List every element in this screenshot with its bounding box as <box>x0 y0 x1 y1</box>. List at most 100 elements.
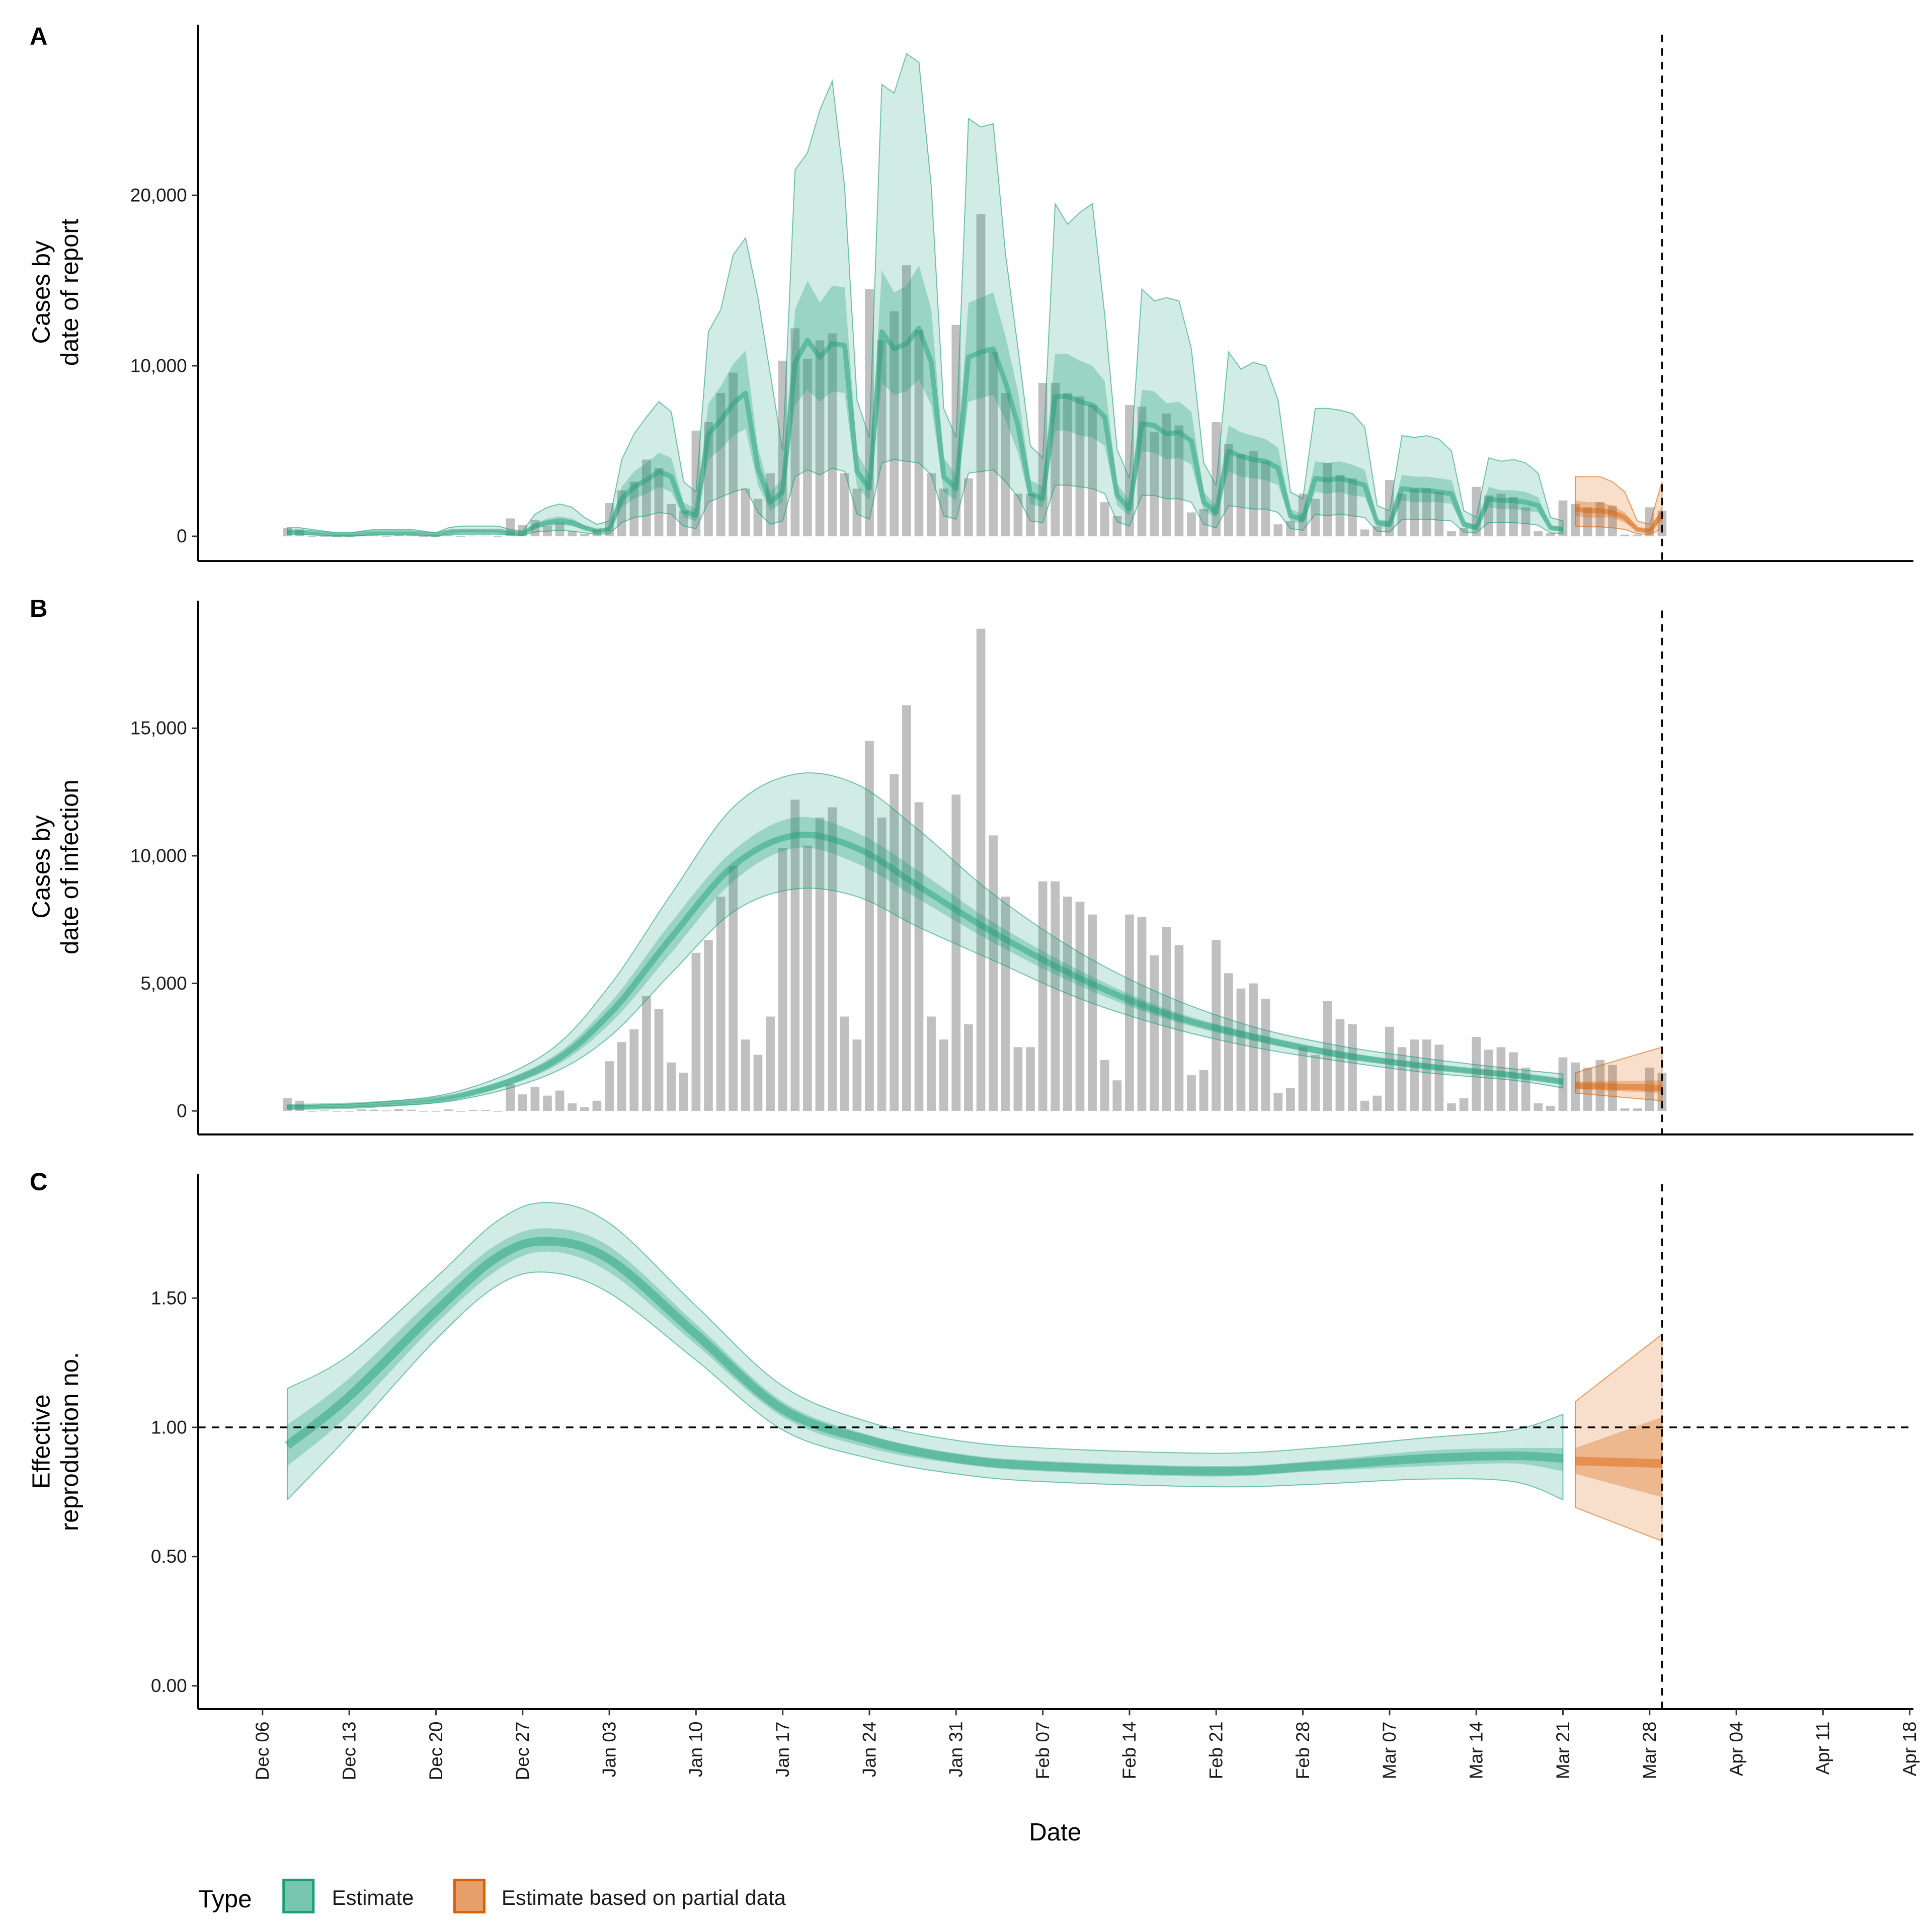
observed-cases-bar <box>865 741 874 1111</box>
observed-cases-bar <box>877 817 887 1111</box>
partial-estimate-median-line <box>1575 1457 1662 1468</box>
observed-cases-bar <box>741 489 750 536</box>
observed-cases-bar <box>1484 1050 1493 1111</box>
observed-cases-bar <box>1051 881 1060 1111</box>
estimate-median-line <box>284 1237 1563 1476</box>
observed-cases-bar <box>865 289 874 536</box>
observed-cases-bar <box>1323 463 1332 536</box>
observed-cases-bar <box>1026 494 1035 536</box>
y-tick-label: 1.50 <box>151 1287 187 1308</box>
observed-cases-bar <box>1447 531 1456 536</box>
observed-cases-bar <box>729 866 738 1111</box>
observed-cases-bar <box>1583 507 1592 536</box>
observed-cases-bar <box>1410 489 1419 536</box>
observed-cases-bar <box>1360 1100 1370 1111</box>
observed-cases-bar <box>345 536 354 537</box>
observed-cases-bar <box>1397 494 1407 536</box>
observed-cases-bar <box>1001 393 1010 536</box>
observed-cases-bar <box>679 511 688 536</box>
observed-cases-bar <box>1212 940 1221 1111</box>
observed-cases-bar <box>790 799 800 1111</box>
observed-cases-bar <box>394 1109 404 1111</box>
observed-cases-bar <box>555 522 565 536</box>
observed-cases-bar <box>964 1024 973 1111</box>
observed-cases-bar <box>407 1109 416 1111</box>
observed-cases-bar <box>1472 487 1481 536</box>
observed-cases-bar <box>1174 425 1184 536</box>
x-tick-label: Dec 20 <box>426 1722 446 1781</box>
partial-estimate-median-line <box>1575 506 1664 534</box>
observed-cases-bar <box>283 1098 292 1111</box>
observed-cases-bar <box>890 774 899 1111</box>
observed-cases-bar <box>481 1110 490 1111</box>
legend-key-partial <box>453 1879 486 1914</box>
x-tick-label: Jan 24 <box>859 1722 879 1778</box>
partial-estimate-median-line <box>1575 1082 1662 1091</box>
observed-cases-bar <box>518 1094 527 1111</box>
observed-cases-bar <box>1595 502 1605 536</box>
observed-cases-bar <box>1150 955 1159 1111</box>
observed-cases-bar <box>1063 897 1072 1111</box>
y-axis-title-c-line1: Effective <box>27 1394 55 1489</box>
legend-label-estimate: Estimate <box>332 1886 414 1909</box>
observed-cases-bar <box>989 835 998 1111</box>
x-tick-label: Feb 28 <box>1293 1722 1313 1780</box>
observed-cases-bar <box>493 536 503 537</box>
observed-cases-bar <box>506 1084 515 1111</box>
y-axis-title-b: Cases by date of infection <box>27 779 84 954</box>
x-tick-label: Apr 11 <box>1813 1722 1833 1775</box>
observed-cases-bar <box>357 535 366 536</box>
observed-cases-bar <box>530 1086 540 1111</box>
observed-cases-bar <box>828 333 837 536</box>
x-tick-label: Dec 27 <box>512 1722 533 1781</box>
observed-cases-bar <box>394 535 404 536</box>
x-tick-label: Feb 21 <box>1206 1722 1227 1780</box>
panel-c <box>198 1184 1914 1709</box>
observed-cases-bar <box>1199 509 1209 536</box>
observed-cases-bar <box>580 1107 589 1111</box>
observed-cases-bar <box>1335 474 1345 536</box>
observed-cases-bar <box>1162 927 1171 1111</box>
observed-cases-bar <box>1051 382 1060 536</box>
observed-cases-bar <box>1323 1001 1332 1111</box>
observed-cases-bar <box>1261 998 1270 1111</box>
observed-cases-bar <box>1385 1026 1394 1111</box>
y-tick-label: 0.00 <box>151 1675 187 1696</box>
observed-cases-bar <box>1236 454 1246 536</box>
y-axis-title-a-line1: Cases by <box>27 240 55 344</box>
observed-cases-bar <box>444 1109 453 1111</box>
observed-cases-bar <box>1100 1060 1109 1111</box>
observed-cases-bar <box>1645 507 1654 536</box>
x-tick-label: Dec 13 <box>339 1722 359 1781</box>
partial-estimate-band-90 <box>1575 1046 1663 1101</box>
observed-cases-bar <box>766 1016 775 1111</box>
observed-cases-bar <box>1348 478 1357 536</box>
x-tick-label: Feb 07 <box>1032 1722 1053 1780</box>
observed-cases-bar <box>1162 413 1171 536</box>
observed-cases-bar <box>803 359 812 536</box>
observed-cases-bar <box>1335 1019 1345 1111</box>
observed-cases-bar <box>964 478 973 536</box>
observed-cases-bar <box>605 1061 614 1111</box>
observed-cases-bar <box>927 1016 936 1111</box>
observed-cases-bar <box>1620 534 1630 536</box>
observed-cases-bar <box>1496 494 1506 536</box>
partial-estimate-band-50 <box>1575 1080 1662 1093</box>
observed-cases-bar <box>1595 1060 1605 1111</box>
observed-cases-bar <box>1199 1070 1209 1111</box>
axes: 0 10,000 20,000 0 5,000 10,000 15,000 0.00 0.50 1… <box>130 25 1920 1780</box>
x-tick-label: Dec 06 <box>252 1722 273 1781</box>
observed-cases-bar <box>369 535 379 536</box>
observed-cases-bar <box>617 1042 626 1111</box>
observed-cases-bar <box>890 311 899 536</box>
observed-cases-bar <box>1088 914 1097 1111</box>
estimate-median-line <box>287 831 1564 1110</box>
panel-b <box>283 610 1667 1135</box>
observed-cases-bar <box>431 536 441 537</box>
observed-cases-bar <box>382 1110 391 1111</box>
observed-cases-bar <box>1125 914 1134 1111</box>
observed-cases-bar <box>1075 396 1085 536</box>
observed-cases-bar <box>1088 405 1097 536</box>
y-tick-label: 15,000 <box>130 718 187 739</box>
legend-title: Type <box>198 1885 252 1913</box>
